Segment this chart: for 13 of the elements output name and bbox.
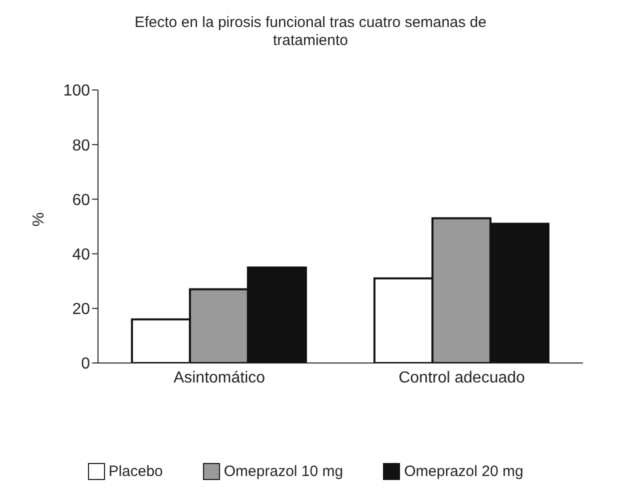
legend-label: Omeprazol 20 mg — [403, 463, 524, 480]
x-tick-label: Control adecuado — [398, 369, 526, 386]
chart-title: Efecto en la pirosis funcional tras cuatro semanas de tratamiento — [134, 14, 488, 50]
y-tick-label: 40 — [72, 246, 90, 264]
y-tick-label: 80 — [72, 137, 90, 154]
y-axis-title: % — [30, 212, 48, 226]
x-tick-label: Asintomático — [173, 369, 266, 386]
legend-label: Placebo — [108, 463, 163, 480]
legend-label: Omeprazol 10 mg — [222, 463, 344, 480]
y-tick-label: 60 — [72, 192, 90, 209]
y-tick-label: 100 — [63, 82, 90, 100]
y-tick-label: 20 — [72, 301, 90, 318]
y-tick-label: 0 — [81, 356, 90, 373]
